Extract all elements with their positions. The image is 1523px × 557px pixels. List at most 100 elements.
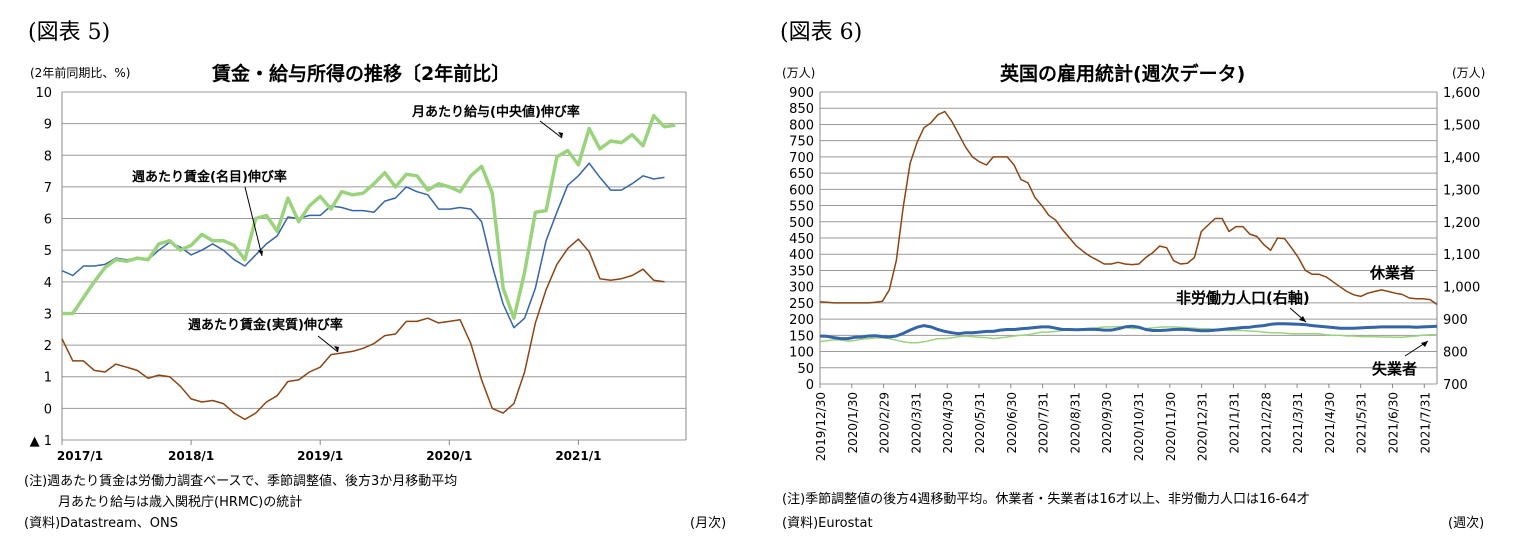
y-left-tick-label: 300 xyxy=(789,281,814,296)
note-5-source: (資料)Datastream、ONS xyxy=(24,516,178,531)
x-tick-label: 2020/11/30 xyxy=(1164,392,1178,461)
x-tick-label: 2020/9/30 xyxy=(1100,392,1114,454)
series-annotation: 失業者 xyxy=(1372,360,1417,378)
arrow-head xyxy=(258,250,263,256)
annotation-arrow xyxy=(244,186,263,257)
unit-left-6: (万人) xyxy=(782,66,816,80)
wage-chart: ▲ 1 0 1 2 3 4 5 6 7 8 9 10 2017/1 2018/1 2019/1 2020/1 2… xyxy=(30,86,687,463)
series-annotation: 非労働力人口(右軸) xyxy=(1176,289,1310,307)
y-left-tick-label: 450 xyxy=(789,232,814,247)
figure-label-5: (図表 5) xyxy=(28,20,111,45)
series-annotation: 月あたり給与(中央値)伸び率 xyxy=(411,104,580,120)
arrow-head xyxy=(334,346,339,352)
x-unit-6: (週次) xyxy=(1448,516,1485,531)
x-tick-label: 2021/7/31 xyxy=(1418,392,1432,454)
y-left-tick-label: 800 xyxy=(789,118,814,133)
x-tick-label: 2020/7/31 xyxy=(1037,392,1051,454)
y-left-tick-label: 550 xyxy=(789,200,814,215)
x-tick-label: 2020/5/31 xyxy=(973,392,987,454)
y-left-tick-label: 900 xyxy=(789,86,814,101)
chart-title-5: 賃金・給与所得の推移〔2年前比〕 xyxy=(212,63,511,85)
x-tick-label: 2020/1 xyxy=(426,449,472,463)
y-tick-label: ▲ 1 xyxy=(30,434,52,449)
x-tick-label: 2019/1 xyxy=(297,449,343,463)
y-tick-label: 0 xyxy=(44,402,52,417)
x-tick-label: 2020/6/30 xyxy=(1005,392,1019,454)
x-tick-label: 2018/1 xyxy=(168,449,214,463)
series-annotation: 週あたり賃金(名目)伸び率 xyxy=(132,169,287,185)
y-right-tick-label: 800 xyxy=(1443,346,1468,361)
unit-right-6: (万人) xyxy=(1452,66,1486,80)
y-tick-label: 2 xyxy=(44,339,52,354)
x-tick-label: 2017/1 xyxy=(57,449,103,463)
note-6-line-1: (注)季節調整値の後方4週移動平均。休業者・失業者は16才以上、非労働力人口は1… xyxy=(782,492,1310,507)
x-tick-label: 2020/8/31 xyxy=(1068,392,1082,454)
y-left-tick-label: 0 xyxy=(806,378,814,393)
figure-label-6: (図表 6) xyxy=(780,20,863,45)
y-right-tick-label: 1,400 xyxy=(1443,151,1480,166)
x-tick-label: 2020/4/30 xyxy=(941,392,955,454)
x-tick-label: 2020/12/31 xyxy=(1196,392,1210,461)
note-5-line-2: 月あたり給与は歳入関税庁(HRMC)の統計 xyxy=(58,495,303,510)
y-left-tick-label: 200 xyxy=(789,313,814,328)
x-tick-label: 2019/12/30 xyxy=(814,392,828,461)
series-line-blue xyxy=(819,322,1438,341)
x-tick-label: 2021/4/30 xyxy=(1323,392,1337,454)
y-left-tick-label: 250 xyxy=(789,297,814,312)
arrow-head xyxy=(1299,316,1306,322)
y-right-tick-label: 1,300 xyxy=(1443,183,1480,198)
x-unit-5: (月次) xyxy=(690,516,727,531)
y-right-tick-label: 700 xyxy=(1443,378,1468,393)
arrow-head xyxy=(1421,341,1428,347)
y-right-tick-label: 1,500 xyxy=(1443,118,1480,133)
x-tick-label: 2021/2/28 xyxy=(1259,392,1273,454)
y-tick-label: 3 xyxy=(44,307,52,322)
chart-title-6: 英国の雇用統計(週次データ) xyxy=(1000,63,1246,85)
y-right-tick-label: 900 xyxy=(1443,313,1468,328)
y-left-tick-label: 600 xyxy=(789,183,814,198)
y-left-tick-label: 150 xyxy=(789,329,814,344)
x-tick-label: 2020/1/30 xyxy=(846,392,860,454)
x-tick-label: 2021/1 xyxy=(555,449,601,463)
annotation-arrow xyxy=(317,335,339,353)
y-left-tick-label: 100 xyxy=(789,346,814,361)
series-line-brown xyxy=(819,110,1438,306)
series-annotation: 休業者 xyxy=(1369,264,1415,282)
x-tick-label: 2021/1/31 xyxy=(1227,392,1241,454)
y-tick-label: 10 xyxy=(35,86,52,101)
y-right-tick-label: 1,200 xyxy=(1443,216,1480,231)
y-right-tick-label: 1,000 xyxy=(1443,281,1480,296)
y-left-tick-label: 50 xyxy=(797,362,814,377)
series-annotation: 週あたり賃金(実質)伸び率 xyxy=(188,317,343,333)
y-right-tick-label: 1,100 xyxy=(1443,248,1480,263)
y-left-tick-label: 650 xyxy=(789,167,814,182)
annotation-arrow xyxy=(539,120,563,139)
arrow-head xyxy=(558,132,563,138)
series-line-green xyxy=(62,113,676,320)
x-tick-label: 2020/10/31 xyxy=(1132,392,1146,461)
note-6-source: (資料)Eurostat xyxy=(782,516,873,531)
x-tick-label: 2021/3/31 xyxy=(1291,392,1305,454)
y-tick-label: 9 xyxy=(44,118,52,133)
y-tick-label: 7 xyxy=(44,181,52,196)
note-5-line-1: (注)週あたり賃金は労働力調査ベースで、季節調整値、後方3か月移動平均 xyxy=(24,474,458,489)
unit-note-5: (2年前同期比、%) xyxy=(30,66,131,80)
y-tick-label: 4 xyxy=(44,276,52,291)
series-line-brown xyxy=(61,238,665,421)
x-tick-label: 2020/3/31 xyxy=(909,392,923,454)
y-left-tick-label: 350 xyxy=(789,264,814,279)
x-tick-label: 2021/6/30 xyxy=(1386,392,1400,454)
y-tick-label: 1 xyxy=(44,371,52,386)
series-line-blue xyxy=(61,162,665,329)
x-tick-label: 2021/5/31 xyxy=(1355,392,1369,454)
y-right-tick-label: 1,600 xyxy=(1443,86,1480,101)
y-tick-label: 5 xyxy=(44,244,52,259)
x-tick-label: 2020/2/29 xyxy=(878,392,892,454)
y-left-tick-label: 500 xyxy=(789,216,814,231)
y-tick-label: 6 xyxy=(44,213,52,228)
y-left-tick-label: 400 xyxy=(789,248,814,263)
y-left-tick-label: 750 xyxy=(789,135,814,150)
y-tick-label: 8 xyxy=(44,149,52,164)
y-left-tick-label: 850 xyxy=(789,102,814,117)
